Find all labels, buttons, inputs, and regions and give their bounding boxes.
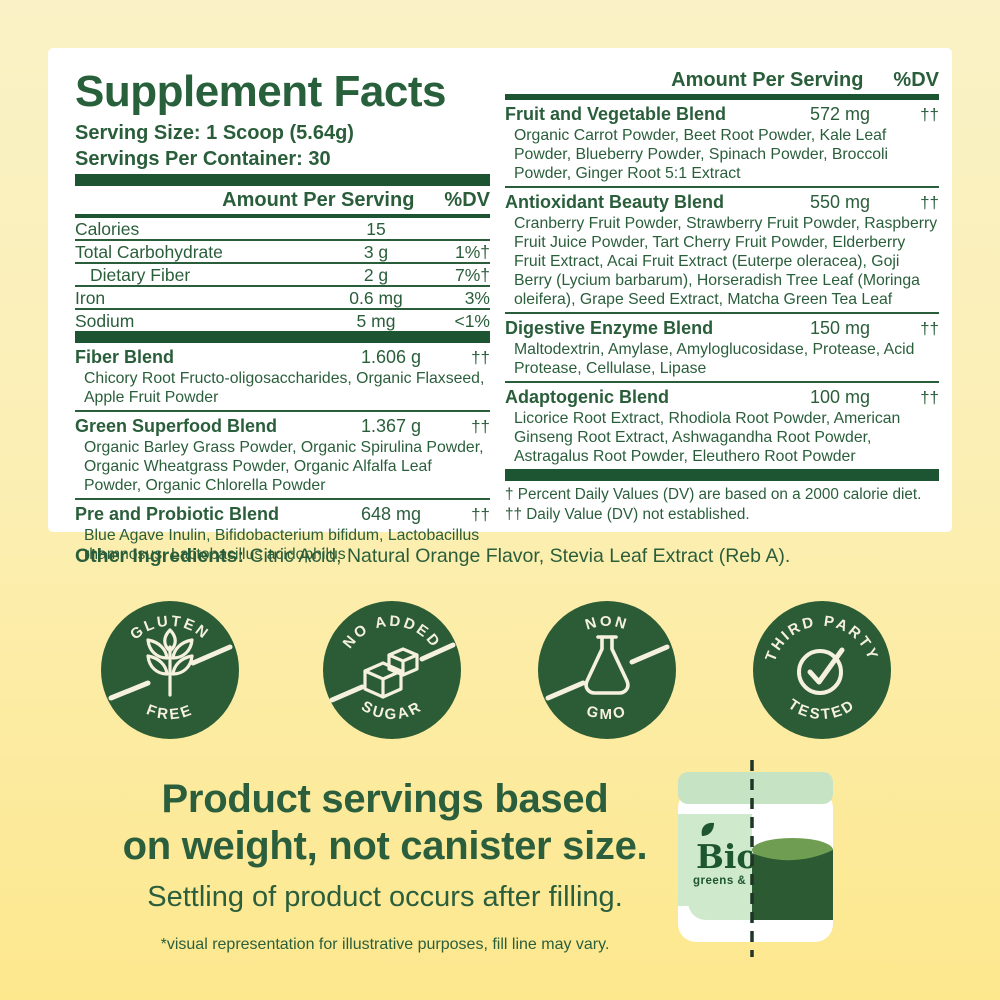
badge-non-gmo: NON GMO	[538, 601, 676, 739]
badge-gluten-free: GLUTEN FREE	[101, 601, 239, 739]
blend-section: Adaptogenic Blend 100 mg †† Licorice Roo…	[505, 381, 939, 469]
footnote-not-established: †† Daily Value (DV) not established.	[505, 506, 750, 523]
dv-header: %DV	[893, 69, 939, 91]
blend-section: Fruit and Vegetable Blend 572 mg †† Orga…	[505, 104, 939, 182]
footer-subline: Settling of product occurs after filling…	[147, 881, 623, 913]
blend-section: Pre and Probiotic Blend 648 mg †† Blue A…	[75, 498, 490, 567]
badge-third-party-tested: THIRD PARTY TESTED	[753, 601, 891, 739]
supplement-facts-panel: Supplement Facts Serving Size: 1 Scoop (…	[48, 48, 952, 563]
badge-no-added-sugar: NO ADDED SUGAR	[323, 601, 461, 739]
jar-lid	[678, 772, 833, 804]
divider-bar	[505, 469, 939, 481]
blend-section: Fiber Blend 1.606 g †† Chicory Root Fruc…	[75, 347, 490, 406]
blend-section: Antioxidant Beauty Blend 550 mg †† Cranb…	[505, 186, 939, 312]
jar-illustration: Bio greens & s	[678, 760, 833, 957]
footer-message: Product servings based on weight, not ca…	[35, 776, 735, 954]
blend-section: Digestive Enzyme Blend 150 mg †† Maltode…	[505, 312, 939, 381]
divider-bar	[75, 174, 490, 186]
footnotes: † Percent Daily Values (DV) are based on…	[505, 485, 939, 525]
slash-line	[329, 642, 456, 703]
serving-size: Serving Size: 1 Scoop (5.64g)	[75, 122, 354, 144]
flask-icon	[584, 635, 630, 695]
other-ingredients-text: Citric Acid, Natural Orange Flavor, Stev…	[249, 545, 791, 567]
other-ingredients: Other Ingredients: Citric Acid, Natural …	[75, 545, 790, 568]
jar-brand-text: Bio	[696, 837, 758, 876]
slash-line	[545, 644, 670, 701]
footnote-dv: † Percent Daily Values (DV) are based on…	[505, 486, 922, 503]
blend-ingredients: Chicory Root Fructo-oligosaccharides, Or…	[84, 370, 485, 406]
table-row: Dietary Fiber 2 g 7%†	[75, 264, 490, 287]
badge-bottom-text: GMO	[585, 703, 630, 723]
divider-line	[75, 214, 490, 218]
jar-brand-subtext: greens & s	[693, 875, 757, 887]
amount-per-serving-header: Amount Per Serving	[222, 189, 415, 211]
servings-per-container: Servings Per Container: 30	[75, 148, 331, 170]
other-ingredients-label: Other Ingredients:	[75, 545, 245, 567]
table-header: Amount Per Serving %DV	[75, 186, 490, 214]
footer-disclaimer: *visual representation for illustrative …	[160, 936, 610, 953]
panel-title: Supplement Facts	[75, 67, 446, 116]
blend-ingredients: Maltodextrin, Amylase, Amyloglucosidase,…	[514, 341, 915, 377]
amount-per-serving-header: Amount Per Serving	[671, 69, 864, 91]
badge-bottom-text: FREE	[144, 701, 196, 723]
divider-bar	[505, 94, 939, 100]
facts-left-column: Supplement Facts Serving Size: 1 Scoop (…	[75, 68, 490, 567]
check-circle-icon	[797, 647, 845, 695]
leaf-icon	[701, 822, 714, 836]
table-row: Total Carbohydrate 3 g 1%†	[75, 241, 490, 264]
dv-header: %DV	[444, 189, 490, 211]
slash-line	[108, 644, 233, 701]
table-row: Sodium 5 mg <1%	[75, 310, 490, 331]
table-header: Amount Per Serving %DV	[505, 66, 939, 94]
facts-right-column: Amount Per Serving %DV Fruit and Vegetab…	[505, 66, 939, 525]
blend-ingredients: Blue Agave Inulin, Bifidobacterium bifid…	[84, 527, 480, 563]
wheat-icon	[146, 628, 194, 697]
table-row: Calories 15	[75, 218, 490, 241]
divider-bar	[75, 331, 490, 343]
sugar-cubes-icon	[363, 647, 419, 699]
blend-ingredients: Organic Barley Grass Powder, Organic Spi…	[84, 439, 484, 494]
footer-headline: Product servings based on weight, not ca…	[122, 777, 648, 868]
powder-top	[752, 838, 833, 862]
blend-ingredients: Organic Carrot Powder, Beet Root Powder,…	[514, 127, 889, 182]
table-row: Iron 0.6 mg 3%	[75, 287, 490, 310]
blend-ingredients: Cranberry Fruit Powder, Strawberry Fruit…	[514, 215, 938, 308]
blend-section: Green Superfood Blend 1.367 g †† Organic…	[75, 410, 490, 498]
powder-fill	[752, 850, 833, 920]
badge-top-text: NON	[583, 613, 630, 634]
blend-ingredients: Licorice Root Extract, Rhodiola Root Pow…	[514, 410, 901, 465]
